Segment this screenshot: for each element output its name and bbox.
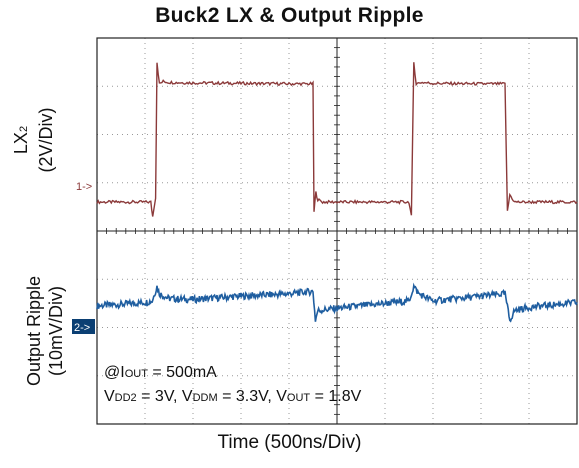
channel2-label-main: Output Ripple xyxy=(24,275,44,387)
x-axis-label: Time (500ns/Div) xyxy=(217,432,362,453)
channel2-axis-label: Output Ripple (10mV/Div) xyxy=(23,246,83,416)
channel1-marker-text: 1-> xyxy=(76,181,92,193)
axis-ticks xyxy=(96,37,578,425)
series-lx2-trace xyxy=(96,62,578,217)
annotation-voltages: VDD2 = 3V, VDDM = 3.3V, VOUT = 1.8V xyxy=(104,388,362,405)
channel1-label-main: LX2 xyxy=(11,125,31,155)
channel2-marker-bg xyxy=(72,319,95,334)
channel1-axis-label: LX2 (2V/Div) xyxy=(10,80,70,200)
channel1-label-scale: (2V/Div) xyxy=(36,107,56,173)
chart-title: Buck2 LX & Output Ripple xyxy=(155,4,424,27)
channel2-marker: 2-> xyxy=(72,319,95,334)
annotation-iout: @IOUT = 500mA xyxy=(104,364,217,381)
series-output-ripple-trace xyxy=(96,282,578,323)
channel2-label-scale: (10mV/Div) xyxy=(46,286,66,377)
channel1-marker: 1-> xyxy=(76,181,92,193)
channel2-marker-text: 2-> xyxy=(74,322,90,334)
